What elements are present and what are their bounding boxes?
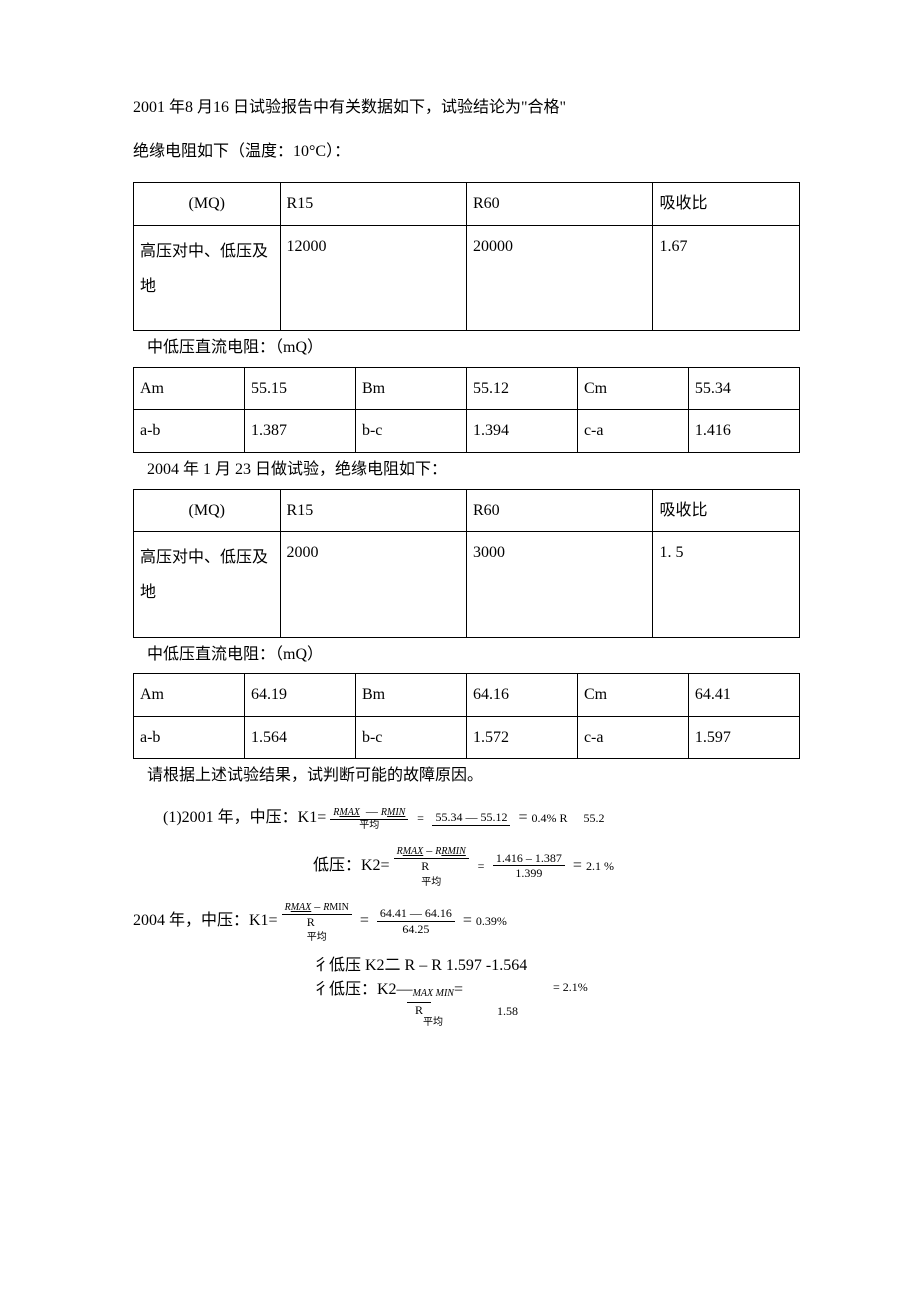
f4-db: 平均 [407,1017,443,1029]
formula-1: (1)2001 年，中压：K1= RMAX — RMIN 平均 = 55.34 … [133,803,800,833]
f1-rmax-sub: MAX [339,807,360,818]
f1-rmin-sub: MIN [387,807,405,818]
f3-eq1: = [360,906,369,936]
f3-eq2: = [463,906,472,936]
t4-r1-5: 64.41 [688,674,799,717]
f1-prefix: (1)2001 年，中压：K1= [163,803,326,833]
formula-block: (1)2001 年，中压：K1= RMAX — RMIN 平均 = 55.34 … [133,803,800,1030]
summary-line: 请根据上述试验结果，试判断可能的故障原因。 [147,763,800,789]
t2-r2-4: c-a [577,410,688,453]
subhead-1: 中低压直流电阻：（mQ） [147,335,800,361]
formula-3: 2004 年，中压：K1= RMAX – RMIN R 平均 = 64.41 —… [133,899,800,944]
t4-r1-2: Bm [355,674,466,717]
t1-rowlabel: 高压对中、低压及地 [134,225,281,330]
t4-r2-3: 1.572 [466,716,577,759]
f3-prefix: 2004 年，中压：K1= [133,906,278,936]
t2-r1-5: 55.34 [688,367,799,410]
t2-r1-0: Am [134,367,245,410]
t4-r1-4: Cm [577,674,688,717]
t2-r1-2: Bm [355,367,466,410]
t4-r2-5: 1.597 [688,716,799,759]
t1-h3: 吸收比 [653,183,800,226]
t2-r1-4: Cm [577,367,688,410]
f1-minus1: — [366,804,378,818]
table-2001-dc: Am 55.15 Bm 55.12 Cm 55.34 a-b 1.387 b-c… [133,367,800,453]
f3-n1as: MAX [291,902,312,913]
t3-h1: R15 [280,489,466,532]
f2-result: 2.1 % [586,855,614,878]
subhead-2: 中低压直流电阻：（mQ） [147,642,800,668]
f2-eq1: = [477,855,485,878]
t4-r2-0: a-b [134,716,245,759]
t1-v1: 20000 [466,225,652,330]
f1-den1: 平均 [356,820,382,832]
t2-r2-2: b-c [355,410,466,453]
f2-n1bs: RMIN [441,846,465,857]
f4-line1: 彳低压 K2二 R – R 1.597 -1.564 [313,954,800,978]
f4-dc: 1.58 [497,1002,518,1029]
t4-r1-1: 64.19 [244,674,355,717]
f2-d1a: R [421,859,429,873]
t2-r2-0: a-b [134,410,245,453]
t1-h0: (MQ) [134,183,281,226]
f4-da: R [407,1002,431,1017]
t4-r2-2: b-c [355,716,466,759]
t3-v1: 3000 [466,532,652,637]
table-2001-insulation: (MQ) R15 R60 吸收比 高压对中、低压及地 12000 20000 1… [133,182,800,331]
f4-l2sub: MAX MIN [413,978,454,1001]
formula-2: 低压：K2= RMAX – RRMIN R 平均 = 1.416 – 1.387… [133,843,800,888]
f3-d1b: 平均 [307,932,327,943]
formula-4: 彳低压 K2二 R – R 1.597 -1.564 彳低压：K2— MAX M… [133,954,800,1029]
f1-eq1: = [416,807,424,830]
t3-v0: 2000 [280,532,466,637]
f3-n1bs: MIN [329,902,348,913]
t4-r1-3: 64.16 [466,674,577,717]
table-2004-insulation: (MQ) R15 R60 吸收比 高压对中、低压及地 2000 3000 1. … [133,489,800,638]
t3-h3: 吸收比 [653,489,800,532]
t1-h1: R15 [280,183,466,226]
f3-num2: 64.41 — 64.16 [377,906,455,921]
t4-r2-4: c-a [577,716,688,759]
f1-result: 0.4% R [532,807,568,830]
f2-den2: 1.399 [512,866,545,880]
t2-r1-1: 55.15 [244,367,355,410]
f2-n1as: MAX [403,846,424,857]
f2-d1b: 平均 [421,877,441,888]
t3-h0: (MQ) [134,489,281,532]
t2-r2-1: 1.387 [244,410,355,453]
f1-num2: 55.34 — 55.12 [432,810,510,825]
f4-l2b: = [454,978,463,1002]
f3-d1a: R [307,915,315,929]
intro-line-1: 2001 年8 月16 日试验报告中有关数据如下，试验结论为"合格" [133,95,800,121]
f2-num2: 1.416 – 1.387 [493,851,565,866]
t3-v2: 1. 5 [653,532,800,637]
table-2004-dc: Am 64.19 Bm 64.16 Cm 64.41 a-b 1.564 b-c… [133,673,800,759]
f3-result: 0.39% [476,910,507,933]
t4-r1-0: Am [134,674,245,717]
f2-eq2: = [573,851,582,881]
t1-v0: 12000 [280,225,466,330]
mid-line: 2004 年 1 月 23 日做试验，绝缘电阻如下： [147,457,800,483]
t2-r2-3: 1.394 [466,410,577,453]
t1-h2: R60 [466,183,652,226]
f2-n1m: – [426,843,432,857]
f2-prefix: 低压：K2= [313,851,390,881]
t3-rowlabel: 高压对中、低压及地 [134,532,281,637]
f4-l2c: = 2.1% [553,978,588,996]
t1-v2: 1.67 [653,225,800,330]
t2-r2-5: 1.416 [688,410,799,453]
f3-den2: 64.25 [399,922,432,936]
f1-eq2: = [518,803,527,833]
f1-tail: 55.2 [584,807,605,830]
f4-l2a: 彳低压：K2— [313,978,413,1002]
t3-h2: R60 [466,489,652,532]
f3-n1m: – [314,899,320,913]
t4-r2-1: 1.564 [244,716,355,759]
t2-r1-3: 55.12 [466,367,577,410]
intro-line-2: 绝缘电阻如下（温度：10°C）： [133,139,800,165]
